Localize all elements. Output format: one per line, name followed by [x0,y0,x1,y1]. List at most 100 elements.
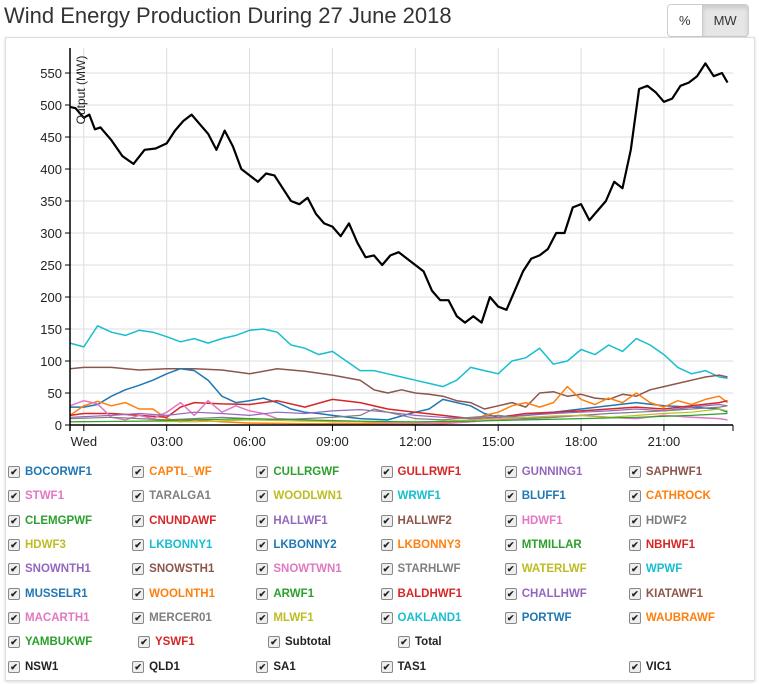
checkbox-icon[interactable]: ✔ [138,636,150,649]
checkbox-icon[interactable]: ✔ [504,514,517,527]
checkbox-icon[interactable]: ✔ [380,660,393,673]
legend-item-wpwf[interactable]: ✔ WPWF [628,563,753,576]
percent-button[interactable]: % [668,5,702,36]
checkbox-icon[interactable]: ✔ [256,611,269,624]
checkbox-icon[interactable]: ✔ [504,539,517,552]
legend-item-baldhwf1[interactable]: ✔ BALDHWF1 [380,587,505,600]
legend-item-nsw1[interactable]: ✔ NSW1 [8,660,132,673]
checkbox-icon[interactable]: ✔ [628,660,641,673]
checkbox-icon[interactable]: ✔ [132,514,145,527]
legend-item-lkbonny2[interactable]: ✔ LKBONNY2 [256,539,380,552]
checkbox-icon[interactable]: ✔ [8,514,20,527]
checkbox-icon[interactable]: ✔ [504,490,517,503]
checkbox-icon[interactable]: ✔ [380,466,393,479]
legend-item-taralga1[interactable]: ✔ TARALGA1 [132,490,256,503]
legend-item-gullrwf1[interactable]: ✔ GULLRWF1 [380,466,505,479]
legend-item-challhwf[interactable]: ✔ CHALLHWF [504,587,629,600]
checkbox-icon[interactable]: ✔ [380,563,393,576]
checkbox-icon[interactable]: ✔ [504,587,517,600]
legend-item-woodlwn1[interactable]: ✔ WOODLWN1 [256,490,380,503]
checkbox-icon[interactable]: ✔ [256,539,269,552]
checkbox-icon[interactable]: ✔ [380,611,393,624]
legend-item-total[interactable]: ✔ Total [398,636,528,649]
checkbox-icon[interactable]: ✔ [8,611,20,624]
legend-item-wrwf1[interactable]: ✔ WRWF1 [380,490,505,503]
legend-item-starhlwf[interactable]: ✔ STARHLWF [380,563,505,576]
legend-item-mtmillar[interactable]: ✔ MTMILLAR [504,539,629,552]
checkbox-icon[interactable]: ✔ [256,660,269,673]
legend-item-vic1[interactable]: ✔ VIC1 [628,660,753,673]
checkbox-icon[interactable]: ✔ [8,660,20,673]
checkbox-icon[interactable]: ✔ [628,466,641,479]
legend-item-cathrock[interactable]: ✔ CATHROCK [628,490,753,503]
legend-item-snownth1[interactable]: ✔ SNOWNTH1 [8,563,132,576]
checkbox-icon[interactable]: ✔ [256,466,269,479]
checkbox-icon[interactable]: ✔ [132,587,145,600]
legend-item-sa1[interactable]: ✔ SA1 [256,660,380,673]
legend-item-lkbonny3[interactable]: ✔ LKBONNY3 [380,539,505,552]
checkbox-icon[interactable]: ✔ [628,587,641,600]
checkbox-icon[interactable]: ✔ [380,539,393,552]
checkbox-icon[interactable]: ✔ [132,611,145,624]
legend-item-lkbonny1[interactable]: ✔ LKBONNY1 [132,539,256,552]
checkbox-icon[interactable]: ✔ [268,636,280,649]
legend-item-gunning1[interactable]: ✔ GUNNING1 [504,466,629,479]
checkbox-icon[interactable]: ✔ [628,490,641,503]
checkbox-icon[interactable]: ✔ [380,514,393,527]
legend-item-hdwf3[interactable]: ✔ HDWF3 [8,539,132,552]
checkbox-icon[interactable]: ✔ [628,514,641,527]
checkbox-icon[interactable]: ✔ [132,563,145,576]
checkbox-icon[interactable]: ✔ [256,587,269,600]
legend-item-mlwf1[interactable]: ✔ MLWF1 [256,611,380,624]
legend-item-waterlwf[interactable]: ✔ WATERLWF [504,563,629,576]
legend-item-musselr1[interactable]: ✔ MUSSELR1 [8,587,132,600]
checkbox-icon[interactable]: ✔ [8,563,20,576]
legend-item-cnundawf[interactable]: ✔ CNUNDAWF [132,514,256,527]
legend-item-yambukwf[interactable]: ✔ YAMBUKWF [8,636,138,649]
checkbox-icon[interactable]: ✔ [8,636,20,649]
legend-item-cullrgwf[interactable]: ✔ CULLRGWF [256,466,380,479]
legend-item-clemgpwf[interactable]: ✔ CLEMGPWF [8,514,132,527]
legend-item-oakland1[interactable]: ✔ OAKLAND1 [380,611,505,624]
checkbox-icon[interactable]: ✔ [8,466,20,479]
checkbox-icon[interactable]: ✔ [380,490,393,503]
legend-item-nbhwf1[interactable]: ✔ NBHWF1 [628,539,753,552]
legend-item-hallwf1[interactable]: ✔ HALLWF1 [256,514,380,527]
checkbox-icon[interactable]: ✔ [8,539,20,552]
checkbox-icon[interactable]: ✔ [132,466,145,479]
legend-item-hdwf1[interactable]: ✔ HDWF1 [504,514,629,527]
legend-item-qld1[interactable]: ✔ QLD1 [132,660,256,673]
checkbox-icon[interactable]: ✔ [628,611,641,624]
checkbox-icon[interactable]: ✔ [132,539,145,552]
legend-item-mercer01[interactable]: ✔ MERCER01 [132,611,256,624]
legend-item-stwf1[interactable]: ✔ STWF1 [8,490,132,503]
legend-item-tas1[interactable]: ✔ TAS1 [380,660,505,673]
checkbox-icon[interactable]: ✔ [132,490,145,503]
legend-item-subtotal[interactable]: ✔ Subtotal [268,636,398,649]
checkbox-icon[interactable]: ✔ [504,466,517,479]
legend-item-bocorwf1[interactable]: ✔ BOCORWF1 [8,466,132,479]
checkbox-icon[interactable]: ✔ [132,660,145,673]
checkbox-icon[interactable]: ✔ [8,587,20,600]
checkbox-icon[interactable]: ✔ [256,490,269,503]
checkbox-icon[interactable]: ✔ [256,563,269,576]
checkbox-icon[interactable]: ✔ [504,611,517,624]
legend-item-kiatawf1[interactable]: ✔ KIATAWF1 [628,587,753,600]
legend-item-captl_wf[interactable]: ✔ CAPTL_WF [132,466,256,479]
legend-item-arwf1[interactable]: ✔ ARWF1 [256,587,380,600]
legend-item-portwf[interactable]: ✔ PORTWF [504,611,629,624]
legend-item-snowtwn1[interactable]: ✔ SNOWTWN1 [256,563,380,576]
legend-item-macarth1[interactable]: ✔ MACARTH1 [8,611,132,624]
legend-item-waubrawf[interactable]: ✔ WAUBRAWF [628,611,753,624]
checkbox-icon[interactable]: ✔ [504,563,517,576]
legend-item-saphwf1[interactable]: ✔ SAPHWF1 [628,466,753,479]
legend-item-woolnth1[interactable]: ✔ WOOLNTH1 [132,587,256,600]
legend-item-hallwf2[interactable]: ✔ HALLWF2 [380,514,505,527]
legend-item-bluff1[interactable]: ✔ BLUFF1 [504,490,629,503]
checkbox-icon[interactable]: ✔ [256,514,269,527]
checkbox-icon[interactable]: ✔ [628,539,641,552]
legend-item-yswf1[interactable]: ✔ YSWF1 [138,636,268,649]
checkbox-icon[interactable]: ✔ [380,587,393,600]
checkbox-icon[interactable]: ✔ [8,490,20,503]
mw-button[interactable]: MW [701,5,748,36]
